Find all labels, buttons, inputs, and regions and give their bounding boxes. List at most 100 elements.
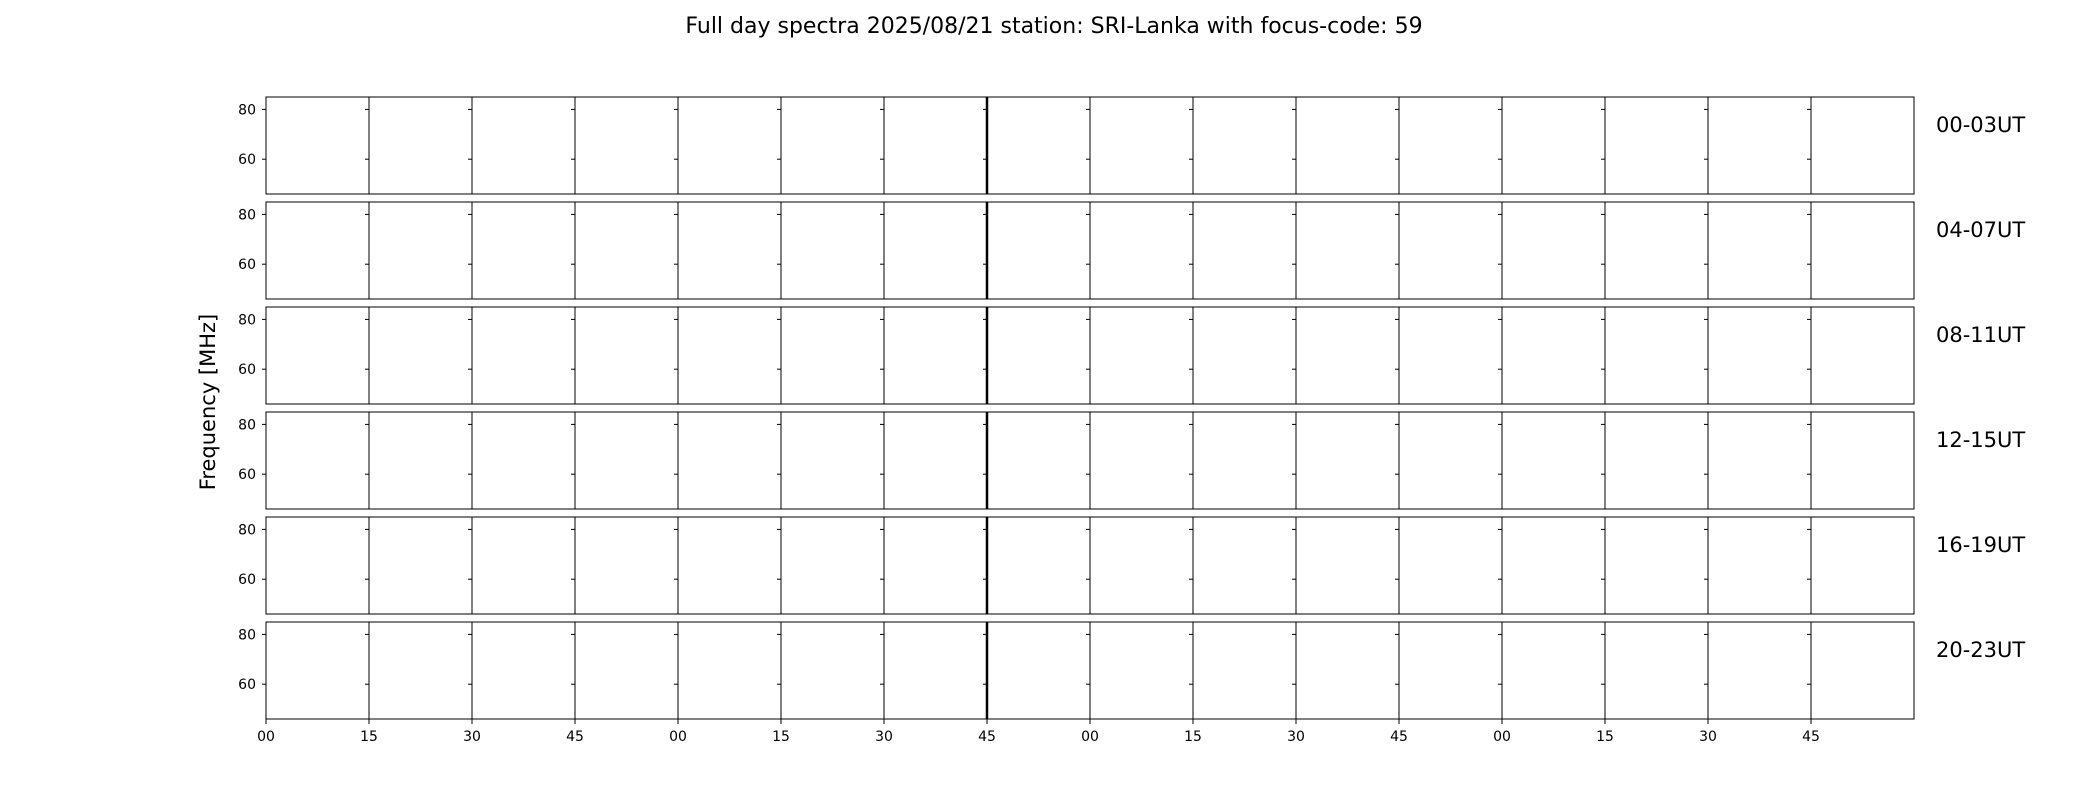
spectrum-panel bbox=[986, 411, 1091, 510]
spectrum-panel bbox=[780, 516, 885, 615]
row-label: 20-23UT bbox=[1936, 638, 2025, 662]
spectrum-panel bbox=[1295, 201, 1400, 300]
spectrum-panel bbox=[1604, 621, 1709, 720]
spectrum-panel bbox=[1810, 96, 1915, 195]
x-tick-label: 45 bbox=[1390, 729, 1408, 745]
spectrum-panel bbox=[1501, 306, 1606, 405]
y-tick-label: 80 bbox=[238, 417, 256, 433]
x-tick-label: 30 bbox=[1699, 729, 1717, 745]
spectrum-panel bbox=[883, 96, 988, 195]
spectrum-panel bbox=[883, 621, 988, 720]
spectrum-panel bbox=[265, 201, 370, 300]
spectrum-panel bbox=[1089, 96, 1194, 195]
x-tick-label: 45 bbox=[978, 729, 996, 745]
spectrum-panel bbox=[1604, 96, 1709, 195]
spectrum-panel bbox=[1089, 201, 1194, 300]
x-tick-label: 00 bbox=[669, 729, 687, 745]
spectrum-panel bbox=[1295, 411, 1400, 510]
spectrum-panel bbox=[368, 411, 473, 510]
spectrum-panel bbox=[883, 306, 988, 405]
spectrum-panel bbox=[883, 411, 988, 510]
x-tick-label: 00 bbox=[257, 729, 275, 745]
spectrum-panel bbox=[1810, 411, 1915, 510]
x-tick-label: 45 bbox=[566, 729, 584, 745]
spectrum-panel bbox=[574, 621, 679, 720]
spectrum-panel bbox=[368, 96, 473, 195]
spectrum-panel bbox=[1501, 621, 1606, 720]
spectrum-panel bbox=[574, 516, 679, 615]
spectrum-panel bbox=[677, 516, 782, 615]
spectrum-panel bbox=[368, 201, 473, 300]
spectrum-panel bbox=[574, 201, 679, 300]
spectrum-panel bbox=[574, 411, 679, 510]
y-tick-label: 80 bbox=[238, 627, 256, 643]
row-label: 16-19UT bbox=[1936, 533, 2025, 557]
x-tick-label: 00 bbox=[1493, 729, 1511, 745]
spectrum-panel bbox=[471, 621, 576, 720]
y-tick-label: 60 bbox=[238, 467, 256, 483]
spectrum-panel bbox=[1604, 411, 1709, 510]
spectrum-panel bbox=[1398, 306, 1503, 405]
spectrum-panel bbox=[1398, 621, 1503, 720]
spectrum-panel bbox=[1501, 516, 1606, 615]
spectrum-panel bbox=[780, 621, 885, 720]
spectrum-panel bbox=[780, 96, 885, 195]
spectrum-panel bbox=[265, 306, 370, 405]
row-label: 04-07UT bbox=[1936, 218, 2025, 242]
y-tick-label: 60 bbox=[238, 677, 256, 693]
spectrum-panel bbox=[574, 306, 679, 405]
spectrum-panel bbox=[1295, 96, 1400, 195]
x-tick-label: 30 bbox=[875, 729, 893, 745]
spectrum-panel bbox=[1707, 411, 1812, 510]
spectra-rows: 60 80 00-03UT 60 80 04-07UT 60 80 08-11UT 60 80 12-… bbox=[238, 96, 2025, 720]
spectrum-panel bbox=[1604, 516, 1709, 615]
spectrum-panel bbox=[677, 201, 782, 300]
y-tick-label: 80 bbox=[238, 522, 256, 538]
spectrum-panel bbox=[1089, 306, 1194, 405]
spectrum-panel bbox=[265, 621, 370, 720]
spectrum-panel bbox=[1707, 306, 1812, 405]
spectrum-panel bbox=[1707, 516, 1812, 615]
spectrum-panel bbox=[1295, 306, 1400, 405]
spectrum-panel bbox=[986, 621, 1091, 720]
x-tick-label: 30 bbox=[463, 729, 481, 745]
y-tick-label: 80 bbox=[238, 207, 256, 223]
spectrum-panel bbox=[1398, 411, 1503, 510]
spectra-row-4: 60 80 12-15UT bbox=[238, 411, 2025, 510]
spectrum-panel bbox=[1089, 621, 1194, 720]
spectrum-panel bbox=[883, 201, 988, 300]
spectrum-panel bbox=[471, 201, 576, 300]
spectrum-panel bbox=[1295, 516, 1400, 615]
spectrum-panel bbox=[368, 516, 473, 615]
y-axis-label: Frequency [MHz] bbox=[196, 314, 220, 490]
spectrum-panel bbox=[265, 411, 370, 510]
spectrum-panel bbox=[1192, 201, 1297, 300]
spectrum-panel bbox=[1398, 516, 1503, 615]
spectrum-panel bbox=[265, 516, 370, 615]
spectrum-panel bbox=[986, 516, 1091, 615]
spectrum-panel bbox=[677, 621, 782, 720]
spectrum-panel bbox=[1604, 201, 1709, 300]
spectrum-panel bbox=[368, 306, 473, 405]
spectra-row-1: 60 80 00-03UT bbox=[238, 96, 2025, 195]
spectra-row-2: 60 80 04-07UT bbox=[238, 201, 2025, 300]
row-label: 08-11UT bbox=[1936, 323, 2025, 347]
spectrum-panel bbox=[1707, 201, 1812, 300]
spectrum-panel bbox=[1604, 306, 1709, 405]
x-tick-label: 15 bbox=[772, 729, 790, 745]
spectrum-panel bbox=[1810, 306, 1915, 405]
spectrum-panel bbox=[1192, 621, 1297, 720]
spectrum-panel bbox=[986, 96, 1091, 195]
spectrum-panel bbox=[1707, 621, 1812, 720]
spectrum-panel bbox=[368, 621, 473, 720]
spectrum-panel bbox=[1192, 96, 1297, 195]
spectra-row-5: 60 80 16-19UT bbox=[238, 516, 2025, 615]
row-label: 00-03UT bbox=[1936, 113, 2025, 137]
spectrum-panel bbox=[1398, 96, 1503, 195]
spectrum-panel bbox=[1501, 411, 1606, 510]
spectrum-panel bbox=[471, 96, 576, 195]
spectrum-panel bbox=[1192, 306, 1297, 405]
x-tick-label: 15 bbox=[1596, 729, 1614, 745]
spectrum-panel bbox=[986, 201, 1091, 300]
